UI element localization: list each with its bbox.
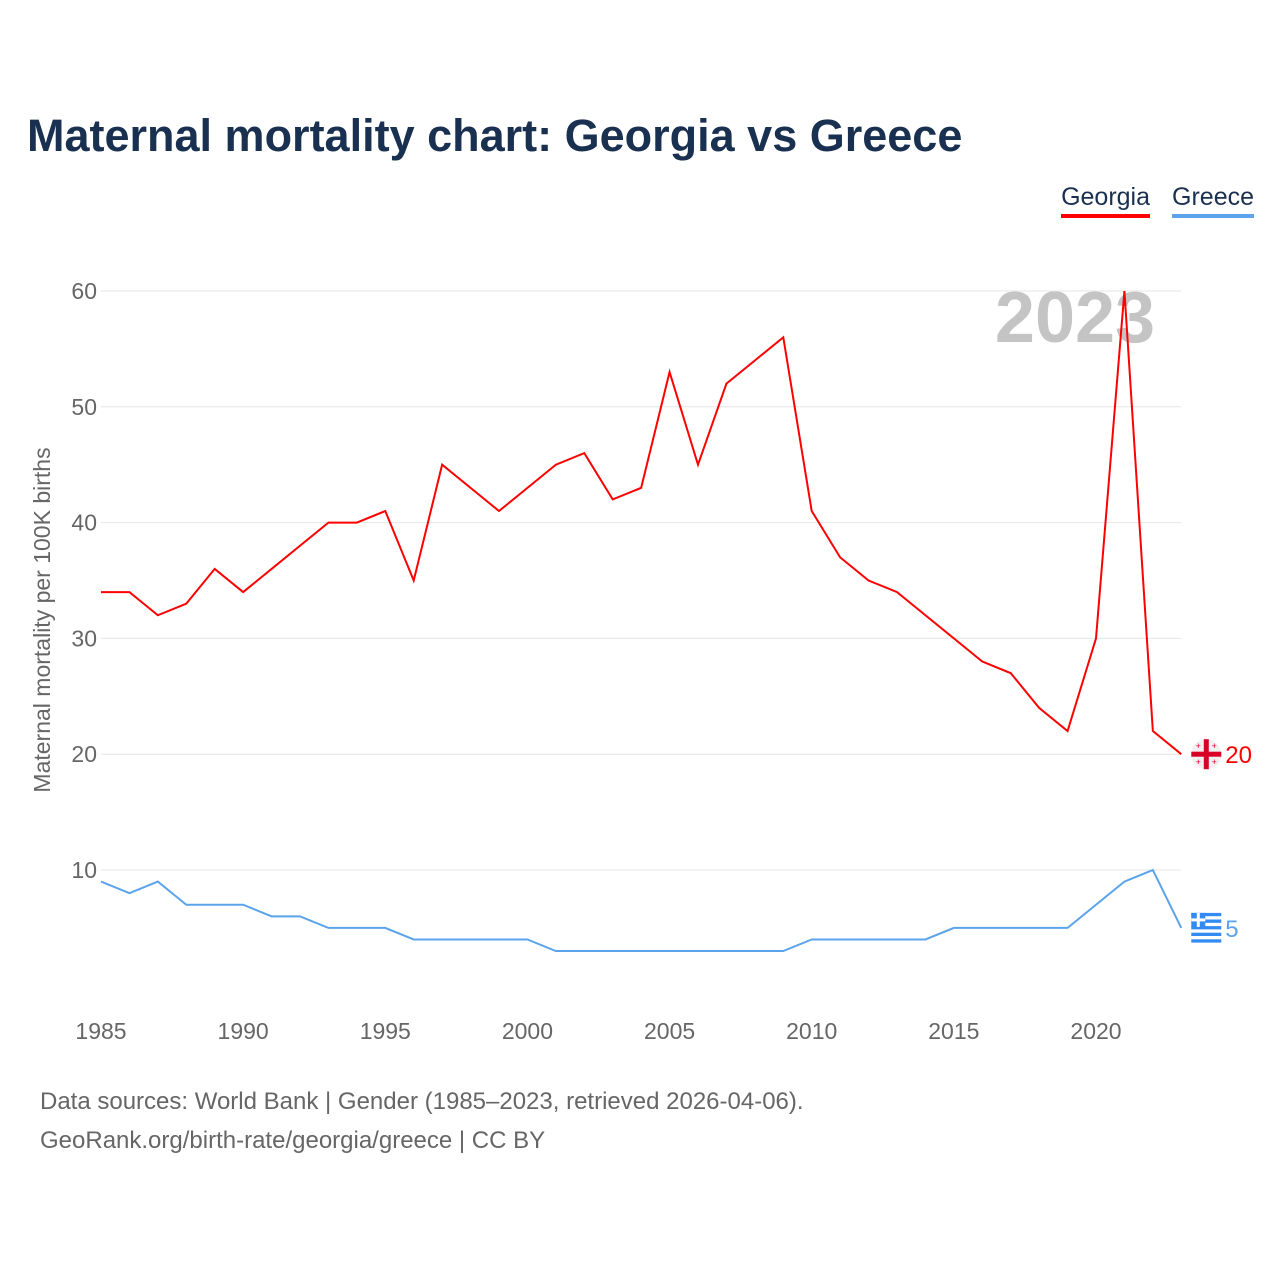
year-watermark: 2023: [995, 278, 1155, 358]
svg-text:+: +: [1196, 741, 1201, 751]
y-tick-label: 40: [71, 510, 97, 536]
x-tick-label: 2010: [786, 1018, 837, 1044]
svg-text:+: +: [1196, 757, 1201, 767]
x-tick-label: 2015: [928, 1018, 979, 1044]
footer-link[interactable]: GeoRank.org/birth-rate/georgia/greece | …: [40, 1127, 546, 1154]
series-line-georgia: [101, 290, 1182, 755]
x-tick-label: 2020: [1070, 1018, 1121, 1044]
x-tick-label: 1985: [75, 1018, 126, 1044]
end-value-label: 20: [1225, 742, 1252, 769]
y-tick-label: 30: [71, 625, 97, 651]
footer-source: Data sources: World Bank | Gender (1985–…: [40, 1088, 804, 1115]
y-tick-label: 60: [71, 278, 97, 304]
x-tick-label: 1995: [360, 1018, 411, 1044]
x-tick-label: 2000: [502, 1018, 553, 1044]
end-value-label: 5: [1225, 916, 1238, 943]
series-line-greece: [100, 868, 1183, 953]
svg-text:+: +: [1212, 757, 1217, 767]
chart-title: Maternal mortality chart: Georgia vs Gre…: [27, 110, 963, 161]
georgia-flag-icon: + + + +: [1191, 739, 1222, 770]
y-axis-label: Maternal mortality per 100K births: [29, 447, 55, 792]
x-tick-label: 2005: [644, 1018, 695, 1044]
greece-flag-icon: [1191, 912, 1222, 943]
legend: Georgia Greece: [1061, 183, 1254, 218]
x-tick-label: 1990: [218, 1018, 269, 1044]
y-tick-label: 20: [71, 741, 97, 767]
legend-item-georgia[interactable]: Georgia: [1061, 183, 1151, 218]
y-tick-label: 50: [71, 394, 97, 420]
y-tick-label: 10: [71, 857, 97, 883]
svg-text:+: +: [1212, 741, 1217, 751]
legend-item-greece[interactable]: Greece: [1172, 183, 1254, 218]
